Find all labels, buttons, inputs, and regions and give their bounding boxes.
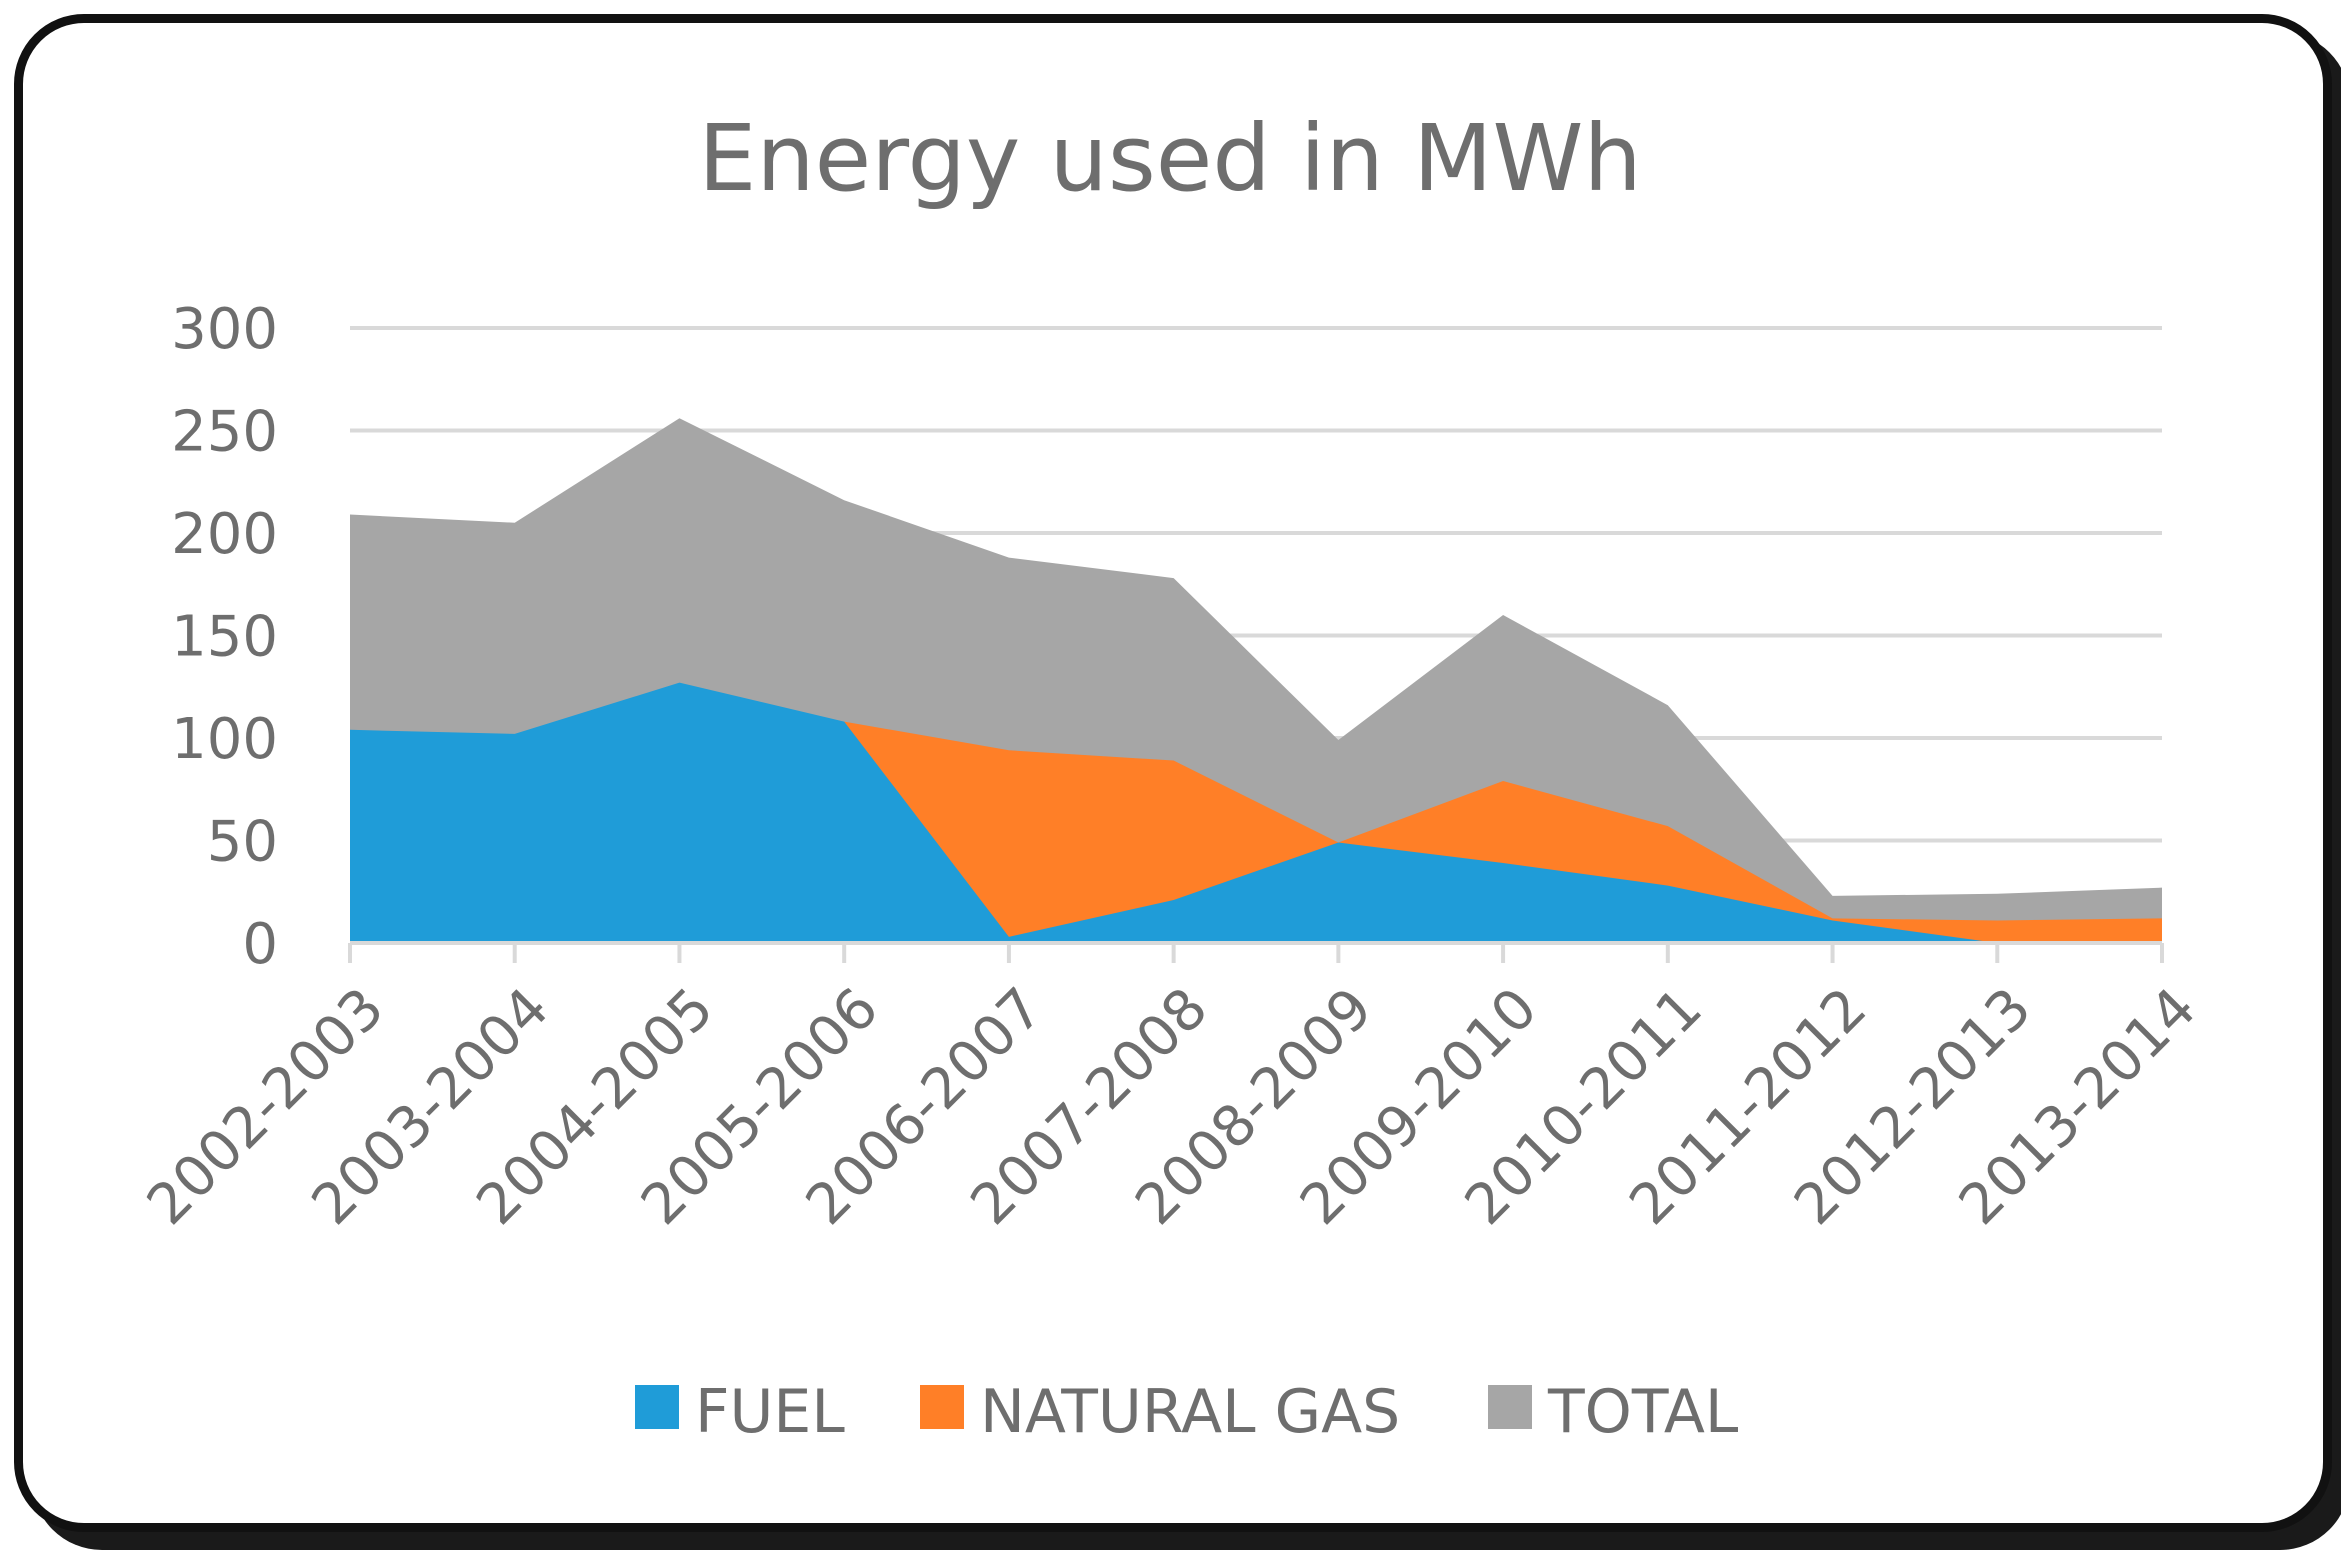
y-tick-label: 200 [171, 502, 278, 567]
legend-swatch [920, 1385, 964, 1429]
chart-title: Energy used in MWh [698, 105, 1642, 212]
y-tick-label: 300 [171, 297, 278, 362]
legend-item-total: TOTAL [1488, 1377, 1739, 1447]
legend-swatch [1488, 1385, 1532, 1429]
y-tick-label: 50 [207, 810, 278, 875]
plot-areas [350, 418, 2162, 943]
y-tick-label: 250 [171, 400, 278, 465]
legend-swatch [635, 1385, 679, 1429]
legend-item-natural-gas: NATURAL GAS [920, 1377, 1400, 1447]
y-tick-label: 150 [171, 605, 278, 670]
x-axis-tick-labels: 2002-20032003-20042004-20052005-20062006… [135, 976, 2209, 1238]
legend: FUEL NATURAL GAS TOTAL [635, 1377, 1739, 1447]
y-tick-label: 0 [242, 912, 278, 977]
legend-label: TOTAL [1547, 1377, 1739, 1447]
legend-label: FUEL [695, 1377, 845, 1447]
legend-item-fuel: FUEL [635, 1377, 845, 1447]
y-axis-tick-labels: 0 50 100 150 200 250 300 [171, 297, 278, 977]
axes [348, 941, 2164, 963]
y-tick-label: 100 [171, 707, 278, 772]
area-fuel [350, 682, 2162, 943]
legend-label: NATURAL GAS [980, 1377, 1400, 1447]
